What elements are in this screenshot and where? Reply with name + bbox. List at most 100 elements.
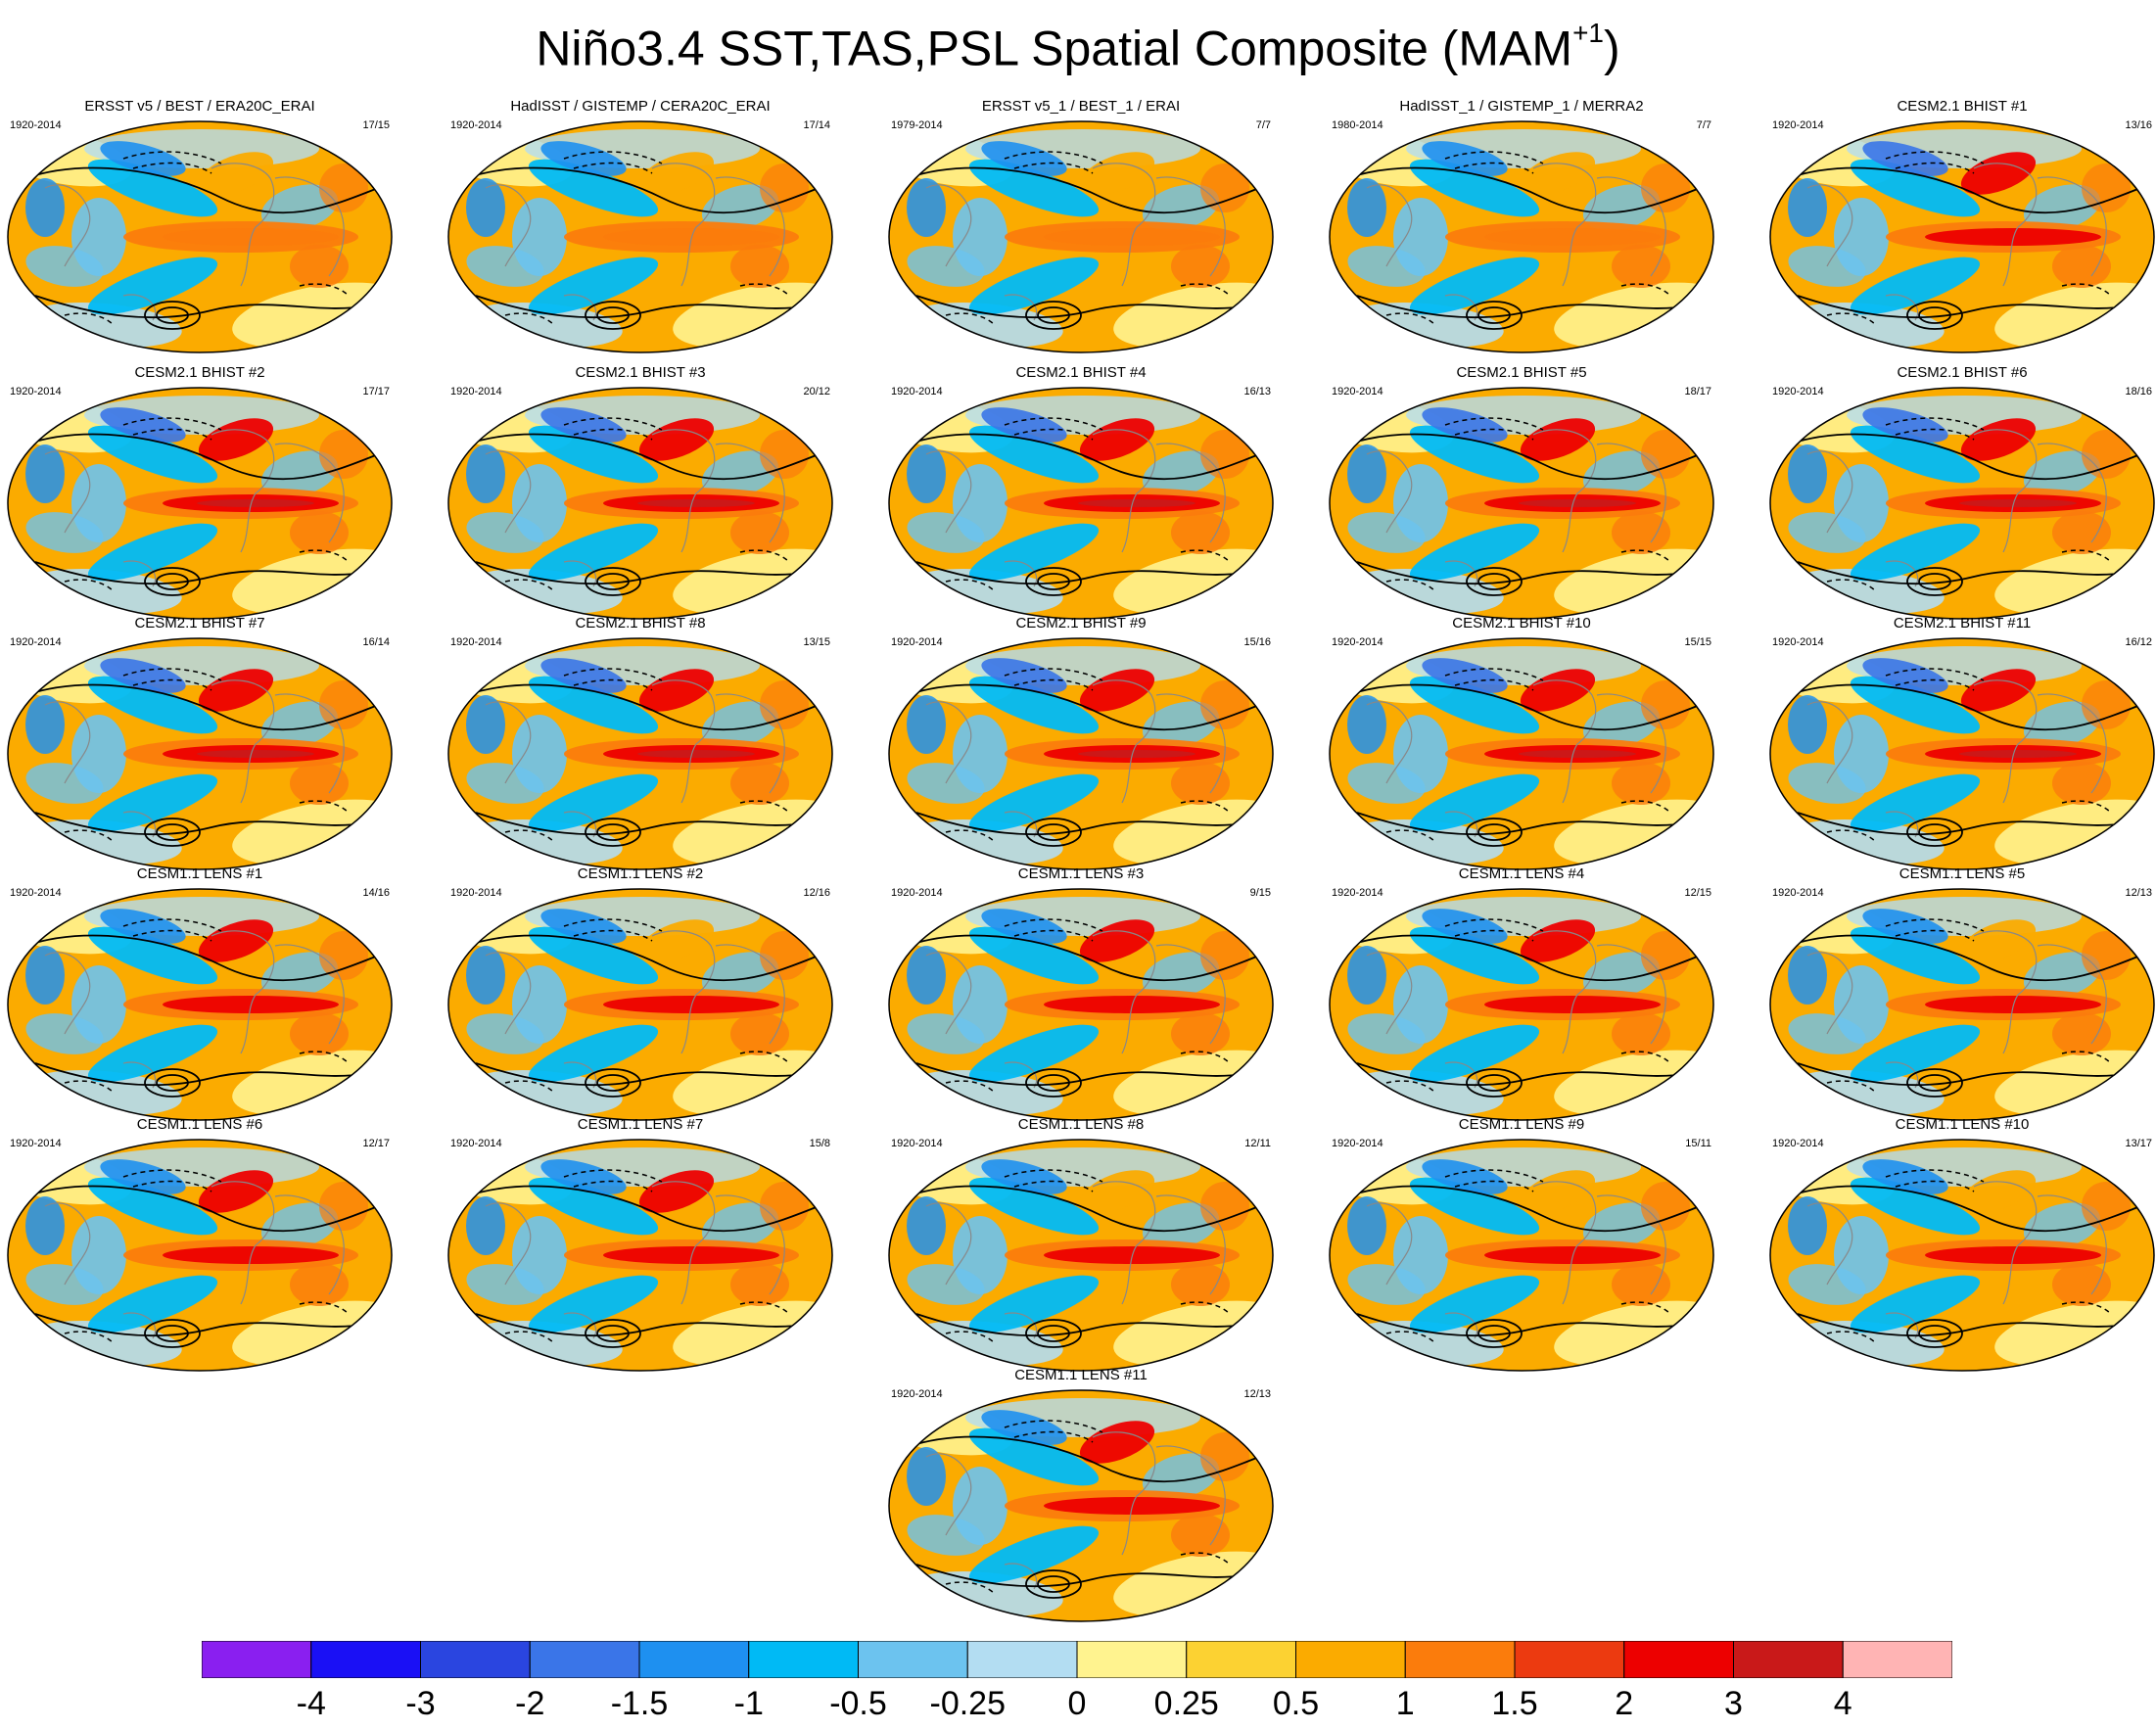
panel-count: 7/7 [1255, 119, 1271, 131]
composite-map [888, 120, 1274, 353]
panel-count: 15/16 [1243, 636, 1271, 648]
panel-count: 16/13 [1243, 386, 1271, 397]
colorbar-tick-label: -0.25 [929, 1685, 1007, 1722]
colorbar-swatch [310, 1640, 421, 1679]
map-panel: HadISST_1 / GISTEMP_1 / MERRA2 1980-2014 7… [1328, 98, 1715, 354]
panel-count: 7/7 [1696, 119, 1711, 131]
panel-period: 1920-2014 [891, 1388, 943, 1400]
panel-period: 1920-2014 [10, 386, 62, 397]
panel-title: CESM1.1 LENS #1 [136, 865, 263, 882]
composite-map [7, 637, 393, 870]
colorbar-swatch [420, 1640, 531, 1679]
panel-title: CESM2.1 BHIST #9 [1015, 615, 1147, 631]
map-panel: CESM1.1 LENS #10 1920-2014 13/17 [1768, 1116, 2156, 1373]
panel-title: CESM2.1 BHIST #6 [1897, 364, 2028, 381]
title-close: ) [1604, 21, 1620, 76]
panel-count: 16/12 [2125, 636, 2152, 648]
colorbar-tick-label: -0.5 [829, 1685, 887, 1722]
map-panel: CESM1.1 LENS #9 1920-2014 15/11 [1328, 1116, 1715, 1373]
panel-count: 12/15 [1684, 887, 1711, 899]
composite-map [1329, 888, 1714, 1121]
panel-title: ERSST v5 / BEST / ERA20C_ERAI [84, 98, 315, 115]
colorbar-tick-label: 0.25 [1153, 1685, 1219, 1722]
map-panel: CESM1.1 LENS #2 1920-2014 12/16 [446, 865, 834, 1122]
colorbar-tick-label: 2 [1615, 1685, 1634, 1722]
composite-map [888, 1139, 1274, 1372]
map-panel: CESM2.1 BHIST #4 1920-2014 16/13 [887, 364, 1275, 621]
colorbar-tick-label: 0.5 [1272, 1685, 1320, 1722]
colorbar-swatch [1514, 1640, 1625, 1679]
composite-map [7, 1139, 393, 1372]
panel-period: 1920-2014 [1772, 119, 1824, 131]
panel-period: 1920-2014 [1332, 636, 1383, 648]
composite-map [447, 120, 833, 353]
composite-map [1329, 637, 1714, 870]
composite-map [1769, 888, 2155, 1121]
panel-title: CESM2.1 BHIST #11 [1893, 615, 2032, 631]
colorbar-swatch [1186, 1640, 1296, 1679]
panel-title: CESM1.1 LENS #9 [1458, 1116, 1585, 1133]
panel-title: CESM1.1 LENS #7 [577, 1116, 704, 1133]
map-panel: CESM2.1 BHIST #2 1920-2014 17/17 [6, 364, 394, 621]
colorbar-swatch [966, 1640, 1078, 1679]
colorbar-tick-label: 0 [1067, 1685, 1087, 1722]
map-panel: CESM2.1 BHIST #5 1920-2014 18/17 [1328, 364, 1715, 621]
panel-count: 15/15 [1684, 636, 1711, 648]
panel-title: CESM2.1 BHIST #4 [1015, 364, 1147, 381]
colorbar-swatch [1076, 1640, 1188, 1679]
composite-map [1329, 120, 1714, 353]
panel-count: 17/17 [362, 386, 390, 397]
panel-title: CESM1.1 LENS #2 [577, 865, 704, 882]
panel-title: CESM2.1 BHIST #7 [134, 615, 265, 631]
panel-period: 1920-2014 [891, 636, 943, 648]
panel-title: CESM2.1 BHIST #1 [1897, 98, 2028, 115]
panel-count: 18/16 [2125, 386, 2152, 397]
panel-period: 1920-2014 [10, 636, 62, 648]
colorbar [201, 1640, 1953, 1679]
map-panel: CESM2.1 BHIST #9 1920-2014 15/16 [887, 615, 1275, 871]
composite-map [447, 637, 833, 870]
panel-period: 1920-2014 [1332, 386, 1383, 397]
map-panel: CESM1.1 LENS #4 1920-2014 12/15 [1328, 865, 1715, 1122]
panel-count: 13/17 [2125, 1138, 2152, 1149]
panel-period: 1920-2014 [10, 1138, 62, 1149]
panel-title: CESM1.1 LENS #8 [1017, 1116, 1145, 1133]
panel-count: 12/11 [1244, 1138, 1271, 1149]
panel-title: CESM1.1 LENS #6 [136, 1116, 263, 1133]
panel-title: CESM2.1 BHIST #5 [1456, 364, 1587, 381]
panel-title: CESM2.1 BHIST #10 [1452, 615, 1591, 631]
panel-period: 1920-2014 [891, 386, 943, 397]
composite-map [447, 888, 833, 1121]
panel-count: 18/17 [1684, 386, 1711, 397]
panel-title: CESM1.1 LENS #10 [1895, 1116, 2030, 1133]
panel-title: CESM1.1 LENS #11 [1014, 1367, 1148, 1383]
map-panel: CESM2.1 BHIST #1 1920-2014 13/16 [1768, 98, 2156, 354]
colorbar-tick-label: 4 [1833, 1685, 1852, 1722]
panel-count: 13/15 [803, 636, 830, 648]
colorbar-swatch [529, 1640, 640, 1679]
panel-period: 1920-2014 [450, 1138, 502, 1149]
panel-count: 20/12 [803, 386, 830, 397]
map-panel: CESM1.1 LENS #3 1920-2014 9/15 [887, 865, 1275, 1122]
composite-map [888, 637, 1274, 870]
panel-count: 12/13 [1243, 1388, 1271, 1400]
colorbar-tick-label: -2 [515, 1685, 545, 1722]
composite-map [888, 387, 1274, 620]
composite-map [7, 120, 393, 353]
colorbar-swatch [748, 1640, 859, 1679]
panel-count: 12/13 [2125, 887, 2152, 899]
map-panel: CESM1.1 LENS #1 1920-2014 14/16 [6, 865, 394, 1122]
map-panel: CESM1.1 LENS #5 1920-2014 12/13 [1768, 865, 2156, 1122]
composite-map [1769, 387, 2155, 620]
panel-period: 1920-2014 [1332, 887, 1383, 899]
panel-count: 17/15 [362, 119, 390, 131]
panel-period: 1979-2014 [891, 119, 943, 131]
panel-count: 15/11 [1685, 1138, 1711, 1149]
map-panel: CESM2.1 BHIST #11 1920-2014 16/12 [1768, 615, 2156, 871]
panel-count: 17/14 [803, 119, 830, 131]
panel-title: CESM1.1 LENS #4 [1458, 865, 1585, 882]
composite-map [7, 888, 393, 1121]
colorbar-tick-label: 1 [1395, 1685, 1415, 1722]
map-panel: CESM2.1 BHIST #3 1920-2014 20/12 [446, 364, 834, 621]
panel-title: HadISST_1 / GISTEMP_1 / MERRA2 [1399, 98, 1644, 115]
